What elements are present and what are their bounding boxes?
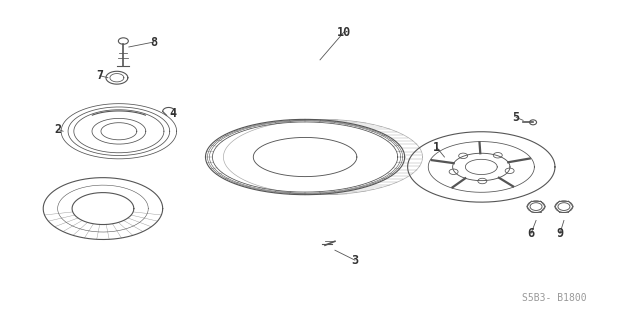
Text: 4: 4: [169, 107, 176, 120]
Text: 7: 7: [97, 69, 104, 82]
Ellipse shape: [459, 153, 468, 159]
Text: 6: 6: [527, 227, 534, 240]
Text: 1: 1: [433, 141, 440, 154]
Text: 2: 2: [54, 123, 61, 136]
Ellipse shape: [478, 178, 487, 184]
Ellipse shape: [505, 168, 514, 174]
Text: 5: 5: [513, 111, 520, 124]
Text: 9: 9: [556, 227, 563, 240]
Text: 8: 8: [150, 35, 157, 48]
Ellipse shape: [493, 152, 502, 158]
Text: S5B3- B1800: S5B3- B1800: [522, 293, 586, 303]
Text: 10: 10: [337, 26, 351, 39]
Ellipse shape: [449, 169, 458, 174]
Text: 3: 3: [351, 254, 358, 267]
